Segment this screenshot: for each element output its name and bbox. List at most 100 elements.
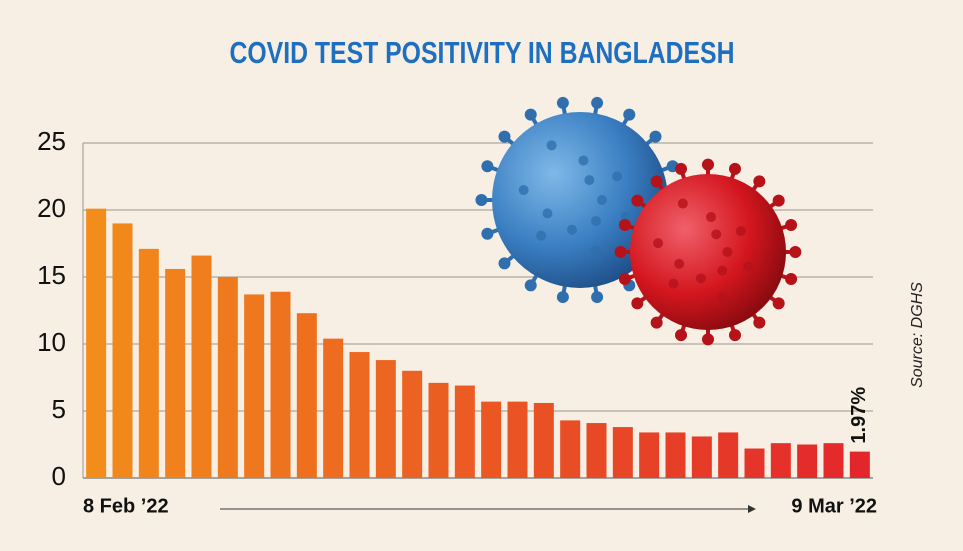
virus-spike-tip — [753, 175, 766, 188]
virus-spike-tip — [702, 158, 714, 171]
virus-spike-tip — [618, 219, 631, 232]
virus-bump — [716, 291, 727, 302]
virus-bump — [542, 208, 553, 219]
x-tick-label: 8 Feb ’22 — [83, 495, 169, 517]
virus-bump — [722, 247, 733, 257]
virus-bump — [711, 229, 722, 240]
virus-bump — [612, 171, 623, 182]
bar — [428, 382, 449, 478]
bar — [165, 268, 186, 478]
virus-bump — [566, 224, 577, 235]
bar — [718, 432, 739, 478]
virus-bump — [591, 215, 602, 226]
virus-illustration — [475, 96, 802, 346]
virus-bump — [717, 265, 728, 276]
virus-bump — [518, 185, 529, 196]
virus-spike-tip — [785, 219, 798, 232]
virus-spike-tip — [481, 160, 494, 173]
virus-spike-tip — [649, 130, 662, 143]
virus-spike-tip — [481, 227, 494, 240]
virus-spike-tip — [789, 246, 802, 258]
bar — [797, 444, 818, 478]
bar — [639, 432, 660, 478]
y-tick-label: 15 — [37, 260, 66, 290]
virus-body — [630, 174, 786, 330]
bar — [112, 223, 133, 478]
virus-spike-tip — [702, 333, 714, 346]
bar — [560, 420, 581, 478]
virus-spike-tip — [728, 162, 741, 175]
virus-spike-tip — [650, 316, 663, 329]
value-label: 1.97% — [848, 387, 870, 444]
grid: 0 5 10 15 20 25 — [37, 126, 873, 491]
bar — [770, 443, 791, 478]
bar — [244, 294, 265, 478]
chart-title: COVID TEST POSITIVITY IN BANGLADESH — [230, 35, 735, 70]
y-tick-label: 20 — [37, 193, 66, 223]
virus-bump — [674, 258, 685, 269]
virus-bump — [578, 155, 589, 166]
virus-spike-tip — [675, 329, 688, 342]
bar — [375, 360, 396, 478]
bar — [691, 436, 712, 478]
bar — [323, 338, 344, 478]
virus-spike-tip — [675, 162, 688, 175]
virus-spike-tip — [785, 272, 798, 285]
virus-bump — [735, 226, 746, 237]
bar — [86, 208, 107, 478]
virus-spike-tip — [631, 194, 644, 207]
virus-bump — [584, 175, 595, 186]
virus-bump — [546, 140, 557, 151]
bar — [296, 313, 317, 478]
virus-spike-tip — [556, 291, 569, 304]
bar — [612, 427, 633, 478]
virus-bump — [597, 195, 607, 205]
virus-bump — [620, 211, 631, 222]
bar — [481, 401, 502, 478]
bar — [402, 370, 423, 478]
bar — [454, 385, 475, 478]
virus-spike-tip — [475, 194, 488, 206]
virus-bump — [668, 278, 679, 289]
bar — [217, 277, 238, 478]
virus-spike-tip — [623, 108, 636, 121]
virus-spike-tip — [498, 257, 511, 270]
y-tick-label: 0 — [52, 461, 66, 491]
bar — [507, 401, 528, 478]
bar — [270, 291, 291, 478]
virus-spike-tip — [618, 272, 631, 285]
x-tick-label: 9 Mar ’22 — [791, 495, 877, 517]
virus-bump — [695, 273, 706, 284]
virus-spike-tip — [524, 108, 537, 121]
virus-body — [492, 112, 668, 288]
bar — [744, 448, 765, 478]
bars: 8 Feb ’22 9 Mar ’22 1.97% — [83, 208, 877, 517]
virus-spike-tip — [556, 96, 569, 109]
bar — [349, 352, 370, 478]
virus-spike-tip — [772, 194, 785, 207]
virus-spike-tip — [753, 316, 766, 329]
virus-bump — [653, 238, 664, 249]
bar — [191, 255, 212, 478]
bar — [586, 423, 607, 478]
bar — [849, 451, 870, 478]
virus-spike-tip — [498, 130, 511, 143]
virus-bump — [743, 261, 754, 272]
virus-spike-tip — [650, 175, 663, 188]
virus-bump — [677, 198, 688, 209]
time-arrow-head — [748, 505, 756, 513]
virus-spike-tip — [728, 329, 741, 342]
y-tick-label: 10 — [37, 327, 66, 357]
virus-spike-tip — [614, 246, 627, 258]
virus-spike-tip — [631, 297, 644, 310]
bar — [665, 432, 686, 478]
virus-spike-tip — [591, 96, 604, 109]
y-tick-label: 25 — [37, 126, 66, 156]
bar — [823, 443, 844, 478]
virus-spike-tip — [772, 297, 785, 310]
source: Source: DGHS — [909, 282, 926, 388]
virus-spike-tip — [591, 291, 604, 304]
virus-bump — [536, 230, 547, 241]
virus-bump — [590, 245, 601, 256]
